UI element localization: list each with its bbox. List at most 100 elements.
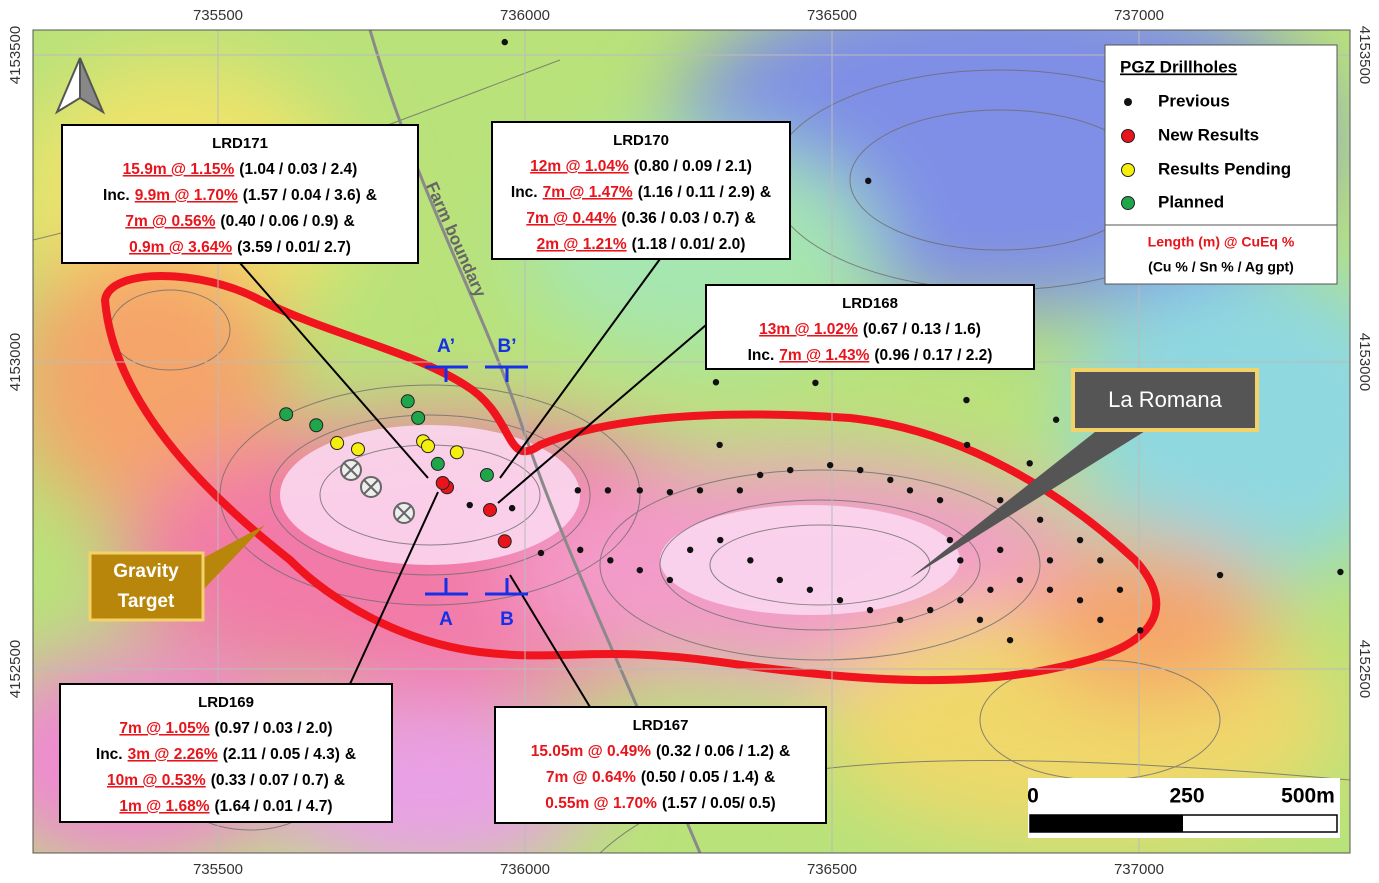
- callout-title: LRD171: [212, 135, 268, 152]
- drillhole: [1036, 516, 1044, 523]
- drill-callout: LRD169 7m @ 1.05% (0.97 / 0.03 / 2.0) Inc. 3…: [59, 683, 393, 823]
- drillhole: [857, 466, 864, 474]
- northing-label: 4153000: [1356, 333, 1373, 391]
- drillhole: [1006, 636, 1014, 644]
- easting-label: 737000: [1114, 7, 1164, 24]
- drillhole: [420, 439, 435, 454]
- callout-detail: (0.80 / 0.09 / 2.1): [634, 158, 752, 175]
- callout-line: 15.9m @ 1.15% (1.04 / 0.03 / 2.4): [123, 161, 358, 178]
- drillhole: [1216, 571, 1224, 579]
- drillhole: [686, 546, 694, 554]
- drillhole: [826, 461, 834, 469]
- callout-title: LRD170: [613, 132, 669, 149]
- drillhole: [696, 487, 704, 494]
- drillhole: [577, 546, 584, 554]
- drillhole: [430, 456, 445, 471]
- drillhole: [1097, 557, 1104, 564]
- drillhole: [666, 576, 674, 584]
- callout-box: [59, 683, 393, 823]
- callout-title: LRD167: [633, 717, 689, 734]
- legend-label: New Results: [1158, 125, 1259, 144]
- drillhole: [1076, 597, 1084, 604]
- drillhole: [936, 496, 944, 504]
- drillhole: [987, 586, 994, 593]
- northing-label: 4153500: [1356, 26, 1373, 84]
- callout-prefix: Inc.: [748, 347, 775, 364]
- drillhole: [756, 471, 764, 479]
- legend-label: Planned: [1158, 192, 1224, 211]
- legend-label: Results Pending: [1158, 159, 1291, 178]
- callout-detail: (0.50 / 0.05 / 1.4): [641, 769, 759, 786]
- callout-grade: 7m @ 0.56%: [125, 213, 215, 230]
- target-outline: [100, 272, 1161, 685]
- drill-callout: LRD168 13m @ 1.02% (0.67 / 0.13 / 1.6) Inc.…: [705, 284, 1035, 370]
- drillhole: [1046, 586, 1054, 593]
- callout-title: LRD169: [198, 694, 254, 711]
- callout-detail: (0.97 / 0.03 / 2.0): [215, 720, 333, 737]
- farm-boundary: [368, 30, 702, 853]
- section-label: A: [439, 609, 453, 630]
- abandoned-holes: [340, 459, 415, 524]
- drillhole: [747, 557, 754, 564]
- callout-line: 12m @ 1.04% (0.80 / 0.09 / 2.1): [530, 158, 752, 175]
- drillhole: [736, 487, 744, 494]
- callout-grade: 12m @ 1.04%: [530, 158, 629, 175]
- scale-label: 500m: [1281, 785, 1335, 808]
- callout-line: Inc. 7m @ 1.43% (0.96 / 0.17 / 2.2): [748, 347, 993, 364]
- callout-line: 10m @ 0.53% (0.33 / 0.07 / 0.7) &: [107, 772, 345, 789]
- legend-label: Previous: [1158, 91, 1230, 110]
- callout-box: [61, 124, 419, 264]
- callout-grade: 2m @ 1.21%: [537, 236, 627, 253]
- drillhole: [466, 501, 473, 509]
- callout-grade: 15.05m @ 0.49%: [531, 743, 651, 760]
- callout-grade: 7m @ 0.64%: [546, 769, 636, 786]
- callout-line: 7m @ 0.56% (0.40 / 0.06 / 0.9) &: [125, 213, 354, 230]
- drillhole: [812, 379, 819, 387]
- drillhole: [836, 597, 844, 604]
- northing-label: 4152500: [1356, 640, 1373, 698]
- drillhole: [636, 487, 644, 494]
- drillhole: [896, 616, 904, 624]
- callout-grade: 1m @ 1.68%: [119, 798, 209, 815]
- drill-callout: LRD170 12m @ 1.04% (0.80 / 0.09 / 2.1) Inc.…: [491, 121, 791, 260]
- callout-detail: (1.04 / 0.03 / 2.4): [239, 161, 357, 178]
- callout-grade: 9.9m @ 1.70%: [135, 187, 238, 204]
- drillhole: [906, 487, 914, 494]
- drillhole: [1337, 568, 1344, 576]
- drillhole: [636, 566, 644, 574]
- callout-detail: (1.18 / 0.01/ 2.0): [632, 236, 746, 253]
- callout-line: 2m @ 1.21% (1.18 / 0.01/ 2.0): [537, 236, 746, 253]
- callout-suffix: &: [779, 743, 790, 760]
- callout-suffix: &: [760, 184, 771, 201]
- drillhole: [1076, 536, 1084, 544]
- callout-la-romana: La Romana: [910, 368, 1259, 578]
- callout-grade: 7m @ 1.05%: [119, 720, 209, 737]
- drillhole: [946, 536, 954, 544]
- drillhole: [997, 496, 1004, 504]
- callout-box: [491, 121, 791, 260]
- map-frame: [32, 29, 1351, 854]
- legend-title: PGZ Drillholes: [1120, 57, 1237, 76]
- drillhole: [1016, 576, 1024, 584]
- callout-detail: (1.57 / 0.04 / 3.6): [243, 187, 361, 204]
- callout-line: 7m @ 0.44% (0.36 / 0.03 / 0.7) &: [526, 210, 755, 227]
- drillhole: [497, 534, 512, 549]
- drillhole: [607, 557, 614, 564]
- section-label: A’: [437, 336, 455, 357]
- callout-line: 15.05m @ 0.49% (0.32 / 0.06 / 1.2) &: [531, 743, 791, 760]
- northing-label: 4152500: [7, 640, 24, 698]
- drillhole: [806, 586, 814, 593]
- callout-detail: (0.33 / 0.07 / 0.7): [211, 772, 329, 789]
- section-label: B’: [498, 336, 517, 357]
- callout-grade: 3m @ 2.26%: [128, 746, 218, 763]
- callout-gravity: Gravity Target: [88, 525, 265, 622]
- callout-line: Inc. 9.9m @ 1.70% (1.57 / 0.04 / 3.6) &: [103, 187, 377, 204]
- legend-format-detail: (Cu % / Sn % / Ag gpt): [1148, 259, 1294, 275]
- callout-prefix: Inc.: [511, 184, 538, 201]
- drillhole: [1026, 460, 1033, 467]
- drillhole: [866, 606, 874, 614]
- easting-label: 735500: [193, 7, 243, 24]
- callout-grade: 0.9m @ 3.64%: [129, 239, 232, 256]
- callout-detail: (2.11 / 0.05 / 4.3): [223, 746, 340, 763]
- drillhole: [309, 418, 324, 433]
